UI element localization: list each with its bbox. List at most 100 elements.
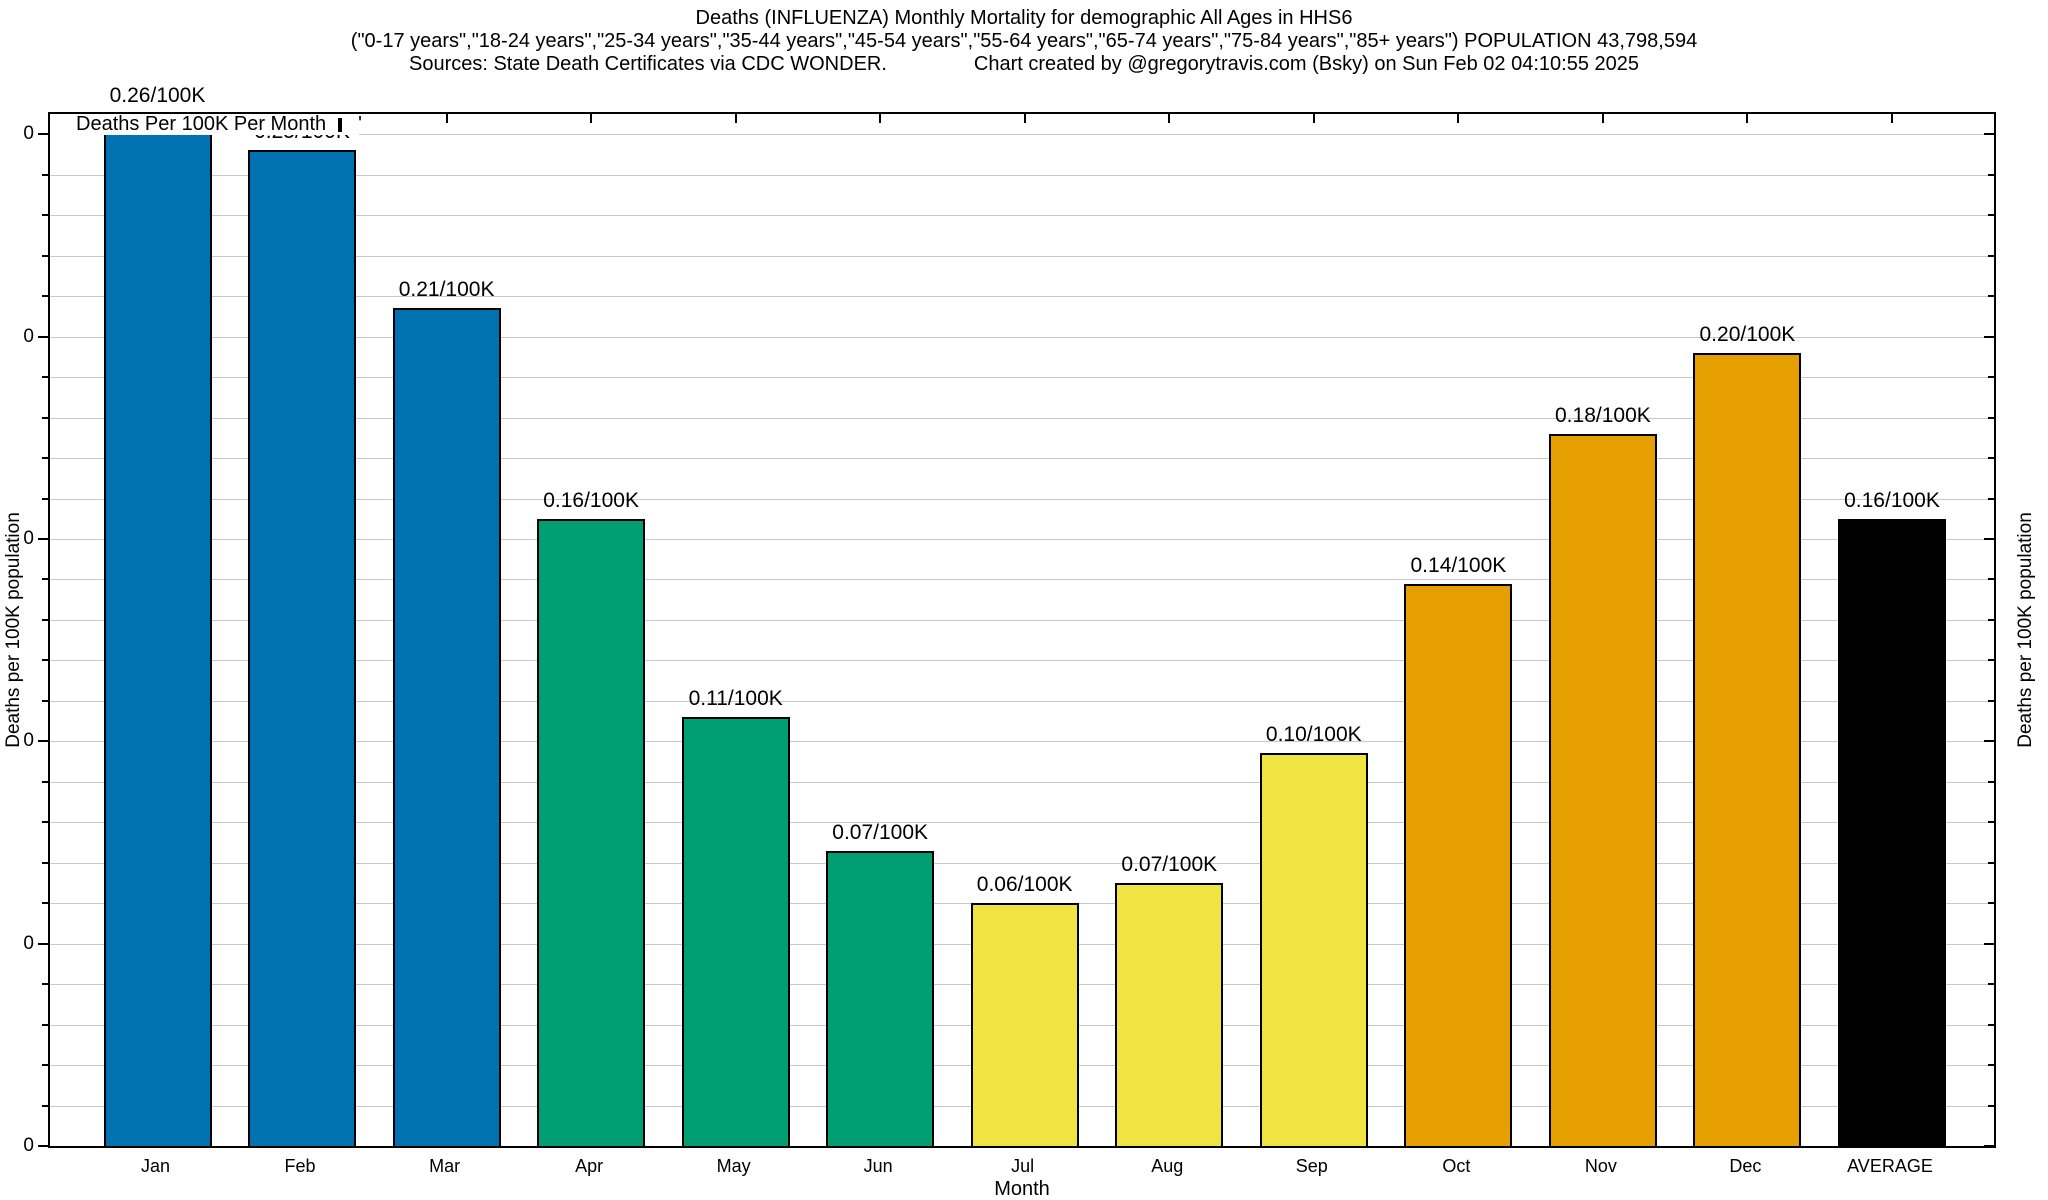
y-axis-minor-tick: [42, 416, 48, 419]
y-axis-right-major-tick: [1984, 335, 1994, 338]
x-tick-label-jan: Jan: [140, 1156, 171, 1176]
y-axis-minor-tick: [42, 497, 48, 500]
y-axis-right-minor-tick: [1988, 295, 1994, 298]
y-gridline: [50, 660, 1994, 662]
y-gridline: [50, 822, 1994, 824]
bar-value-label: 0.07/100K: [832, 820, 929, 844]
bar-value-label: 0.26/100K: [109, 84, 206, 107]
y-tick-label: 0: [23, 932, 34, 954]
y-axis-right-minor-tick: [1988, 821, 1994, 824]
x-axis-top-tick: [1312, 114, 1315, 123]
bar-jun: [826, 850, 935, 1146]
x-axis-top-tick: [445, 114, 448, 123]
chart-subtitle-demographics: ("0-17 years","18-24 years","25-34 years…: [350, 30, 1698, 52]
y-axis-major-tick: [38, 537, 48, 540]
y-axis-major-tick: [38, 942, 48, 945]
y-axis-minor-tick: [42, 699, 48, 702]
bar-apr: [537, 518, 646, 1146]
bar-jul: [970, 903, 1079, 1146]
y-axis-minor-tick: [42, 780, 48, 783]
y-gridline: [50, 255, 1994, 257]
bar-value-label: 0.18/100K: [1555, 403, 1651, 427]
y-axis-minor-tick: [42, 457, 48, 459]
y-axis-right-major-tick: [1984, 740, 1994, 743]
y-axis-right-minor-tick: [1988, 699, 1994, 702]
chart-subtitle-sources-line: Sources: State Death Certificates via CD…: [0, 54, 2048, 74]
y-axis-right-minor-tick: [1988, 214, 1994, 217]
y-gridline: [50, 741, 1994, 743]
y-axis-major-tick: [38, 740, 48, 743]
y-gridline: [50, 538, 1994, 540]
y-gridline: [50, 619, 1994, 621]
y-gridline: [50, 417, 1994, 419]
y-gridline: [50, 700, 1994, 702]
plot-area: Deaths Per 100K Per Month ' 0.26/100K 0.2…: [48, 84, 1996, 1148]
y-axis-right-minor-tick: [1988, 1104, 1994, 1107]
y-gridline: [50, 174, 1994, 176]
bar-value-label: 0.16/100K: [1844, 488, 1940, 512]
x-axis-top-tick: [734, 114, 737, 123]
bar-value-label: 0.11/100K: [688, 687, 783, 710]
y-axis-right-minor-tick: [1988, 902, 1994, 905]
y-axis-right-minor-tick: [1988, 416, 1994, 419]
y-axis-minor-tick: [42, 376, 48, 379]
bar-nov: [1548, 433, 1657, 1146]
y-axis-right-minor-tick: [1988, 780, 1994, 783]
bar-may: [681, 717, 790, 1146]
bar-oct: [1404, 583, 1513, 1146]
x-axis-title: Month: [994, 1178, 1050, 1200]
x-axis-top-tick: [1457, 114, 1460, 123]
y-axis-minor-tick: [42, 1064, 48, 1067]
y-axis-right-minor-tick: [1988, 254, 1994, 257]
y-axis-major-tick: [38, 133, 48, 136]
bar-mar: [392, 308, 501, 1146]
y-axis-minor-tick: [42, 1023, 48, 1026]
x-axis-top-tick: [590, 114, 593, 123]
y-axis-right-major-tick: [1984, 942, 1994, 945]
y-axis-right-major-tick: [1984, 537, 1994, 540]
x-tick-label-dec: Dec: [1729, 1156, 1762, 1176]
y-axis-right-major-tick: [1984, 133, 1994, 136]
y-gridline: [50, 862, 1994, 864]
y-gridline: [50, 781, 1994, 783]
y-axis-minor-tick: [42, 578, 48, 581]
x-tick-label-apr: Apr: [575, 1156, 604, 1176]
x-axis-top-tick: [1023, 114, 1026, 123]
legend-artifact-mark: ': [358, 113, 362, 135]
bar-jan: [103, 114, 212, 1146]
y-axis-right-minor-tick: [1988, 578, 1994, 581]
x-tick-label-jun: Jun: [863, 1156, 893, 1176]
x-tick-label-nov: Nov: [1584, 1156, 1617, 1176]
x-axis-top-tick: [1891, 114, 1893, 123]
bar-average: [1838, 518, 1946, 1146]
y-axis-minor-tick: [42, 861, 48, 864]
y-axis-minor-tick: [42, 214, 48, 217]
legend-swatch: [338, 117, 343, 132]
y-tick-label: 0: [23, 1135, 34, 1156]
y-axis-right-minor-tick: [1988, 376, 1994, 379]
x-axis-top-tick: [879, 114, 882, 123]
y-axis-right-minor-tick: [1988, 457, 1994, 459]
y-axis-right-minor-tick: [1988, 173, 1994, 176]
y-gridline: [50, 579, 1994, 581]
y-axis-right-minor-tick: [1988, 618, 1994, 621]
y-axis-right-minor-tick: [1988, 659, 1994, 662]
y-gridline: [50, 377, 1994, 379]
sources-text: Sources: State Death Certificates via CD…: [408, 53, 887, 75]
bar-value-label: 0.07/100K: [1121, 852, 1218, 876]
y-axis-minor-tick: [42, 618, 48, 621]
chart-title: Deaths (INFLUENZA) Monthly Mortality for…: [695, 7, 1353, 29]
y-axis-right-minor-tick: [1988, 497, 1994, 500]
y-axis-right-major-tick: [1984, 1145, 1994, 1147]
y-axis-minor-tick: [42, 254, 48, 257]
bar-sep: [1259, 753, 1368, 1146]
x-tick-label-may: May: [716, 1156, 751, 1176]
y-gridline: [50, 296, 1994, 298]
x-tick-label-oct: Oct: [1442, 1156, 1471, 1176]
y-tick-label: 0: [23, 123, 34, 145]
y-axis-minor-tick: [42, 983, 48, 986]
y-axis-right-minor-tick: [1988, 1064, 1994, 1067]
y-gridline: [50, 215, 1994, 217]
y-axis-minor-tick: [42, 659, 48, 662]
bar-value-label: 0.16/100K: [543, 488, 639, 512]
